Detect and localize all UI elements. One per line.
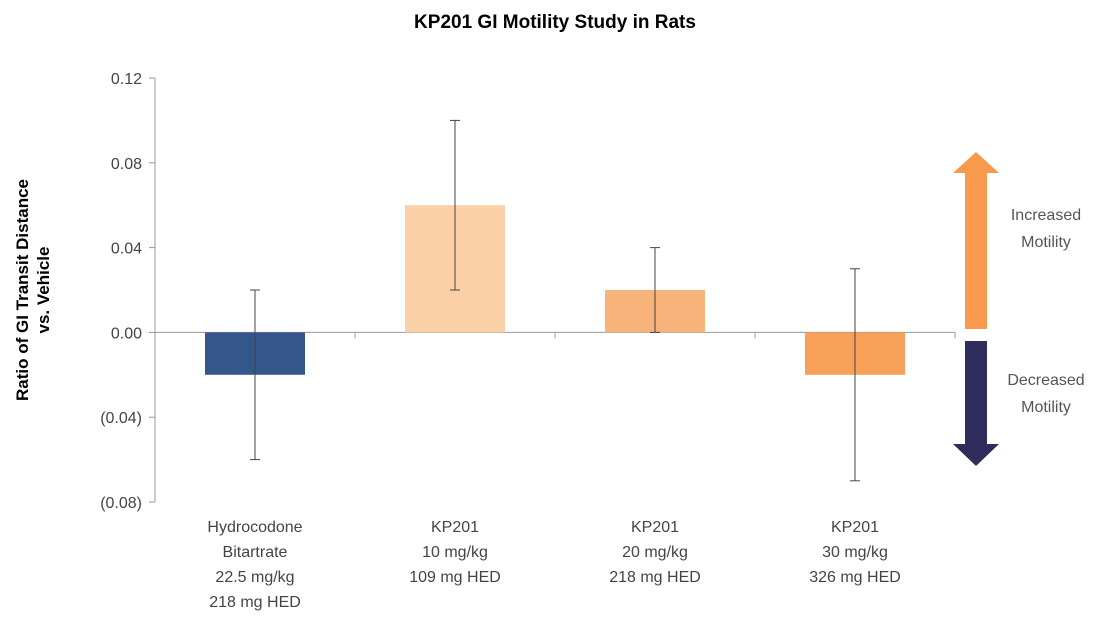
- increased-motility-label: Increased: [1011, 207, 1081, 224]
- y-tick-label: (0.08): [100, 495, 142, 512]
- x-category-label: KP201: [431, 519, 479, 536]
- x-category-label: 22.5 mg/kg: [215, 569, 294, 586]
- decreased-motility-label: Motility: [1021, 399, 1071, 416]
- x-category-labels: Hydrocodone Bitartrate 22.5 mg/kg 218 mg HE…: [207, 519, 900, 611]
- x-category-label: 218 mg HED: [209, 594, 301, 611]
- x-category-label: KP201: [631, 519, 679, 536]
- decreased-motility-label: Decreased: [1007, 372, 1084, 389]
- chart-title: KP201 GI Motility Study in Rats: [414, 12, 696, 33]
- motility-legend: Increased Motility Decreased Motility: [953, 152, 1085, 466]
- y-axis-label-line: vs. Vehicle: [34, 247, 53, 334]
- x-category-label: 20 mg/kg: [622, 544, 688, 561]
- y-tick-labels: 0.12 0.08 0.04 0.00 (0.04) (0.08): [100, 71, 142, 512]
- y-axis-label: Ratio of GI Transit Distance vs. Vehicle: [13, 179, 53, 401]
- x-category-label: 218 mg HED: [609, 569, 701, 586]
- increased-motility-label: Motility: [1021, 234, 1071, 251]
- y-tick-label: 0.08: [111, 156, 142, 173]
- y-axis-label-line: Ratio of GI Transit Distance: [13, 179, 32, 401]
- x-category-label: KP201: [831, 519, 879, 536]
- decreased-arrow: [953, 341, 999, 466]
- x-category-label: Bitartrate: [223, 544, 288, 561]
- bars: [205, 205, 905, 375]
- x-category-label: 109 mg HED: [409, 569, 501, 586]
- y-tick-label: 0.12: [111, 71, 142, 88]
- error-bars: [250, 119, 860, 482]
- y-tick-label: (0.04): [100, 410, 142, 427]
- x-category-label: 30 mg/kg: [822, 544, 888, 561]
- y-tick-label: 0.04: [111, 241, 142, 258]
- x-category-label: Hydrocodone: [207, 519, 302, 536]
- x-category-label: 10 mg/kg: [422, 544, 488, 561]
- y-tick-label: 0.00: [111, 325, 142, 342]
- x-category-label: 326 mg HED: [809, 569, 901, 586]
- axes: [149, 77, 956, 503]
- increased-arrow: [953, 152, 999, 329]
